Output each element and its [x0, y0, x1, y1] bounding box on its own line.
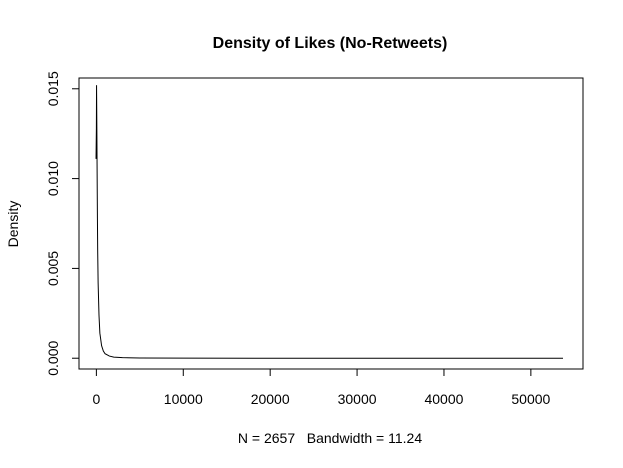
- y-axis-label: Density: [5, 201, 21, 248]
- x-tick-label: 40000: [424, 391, 463, 407]
- chart-title: Density of Likes (No-Retweets): [213, 35, 448, 52]
- y-axis: 0.000 0.005 0.010 0.015: [45, 71, 80, 376]
- density-line: [95, 85, 564, 359]
- y-tick-label: 0.000: [45, 340, 61, 375]
- x-axis: 0 10000 20000 30000 40000 50000: [92, 368, 551, 407]
- y-tick-label: 0.010: [45, 161, 61, 196]
- plot-frame: [78, 77, 584, 370]
- x-tick-label: 20000: [251, 391, 290, 407]
- y-tick-label: 0.015: [45, 71, 61, 106]
- x-tick-label: 0: [92, 391, 100, 407]
- x-tick-label: 10000: [164, 391, 203, 407]
- x-axis-label: N = 2657 Bandwidth = 11.24: [238, 430, 422, 446]
- x-tick-label: 50000: [511, 391, 550, 407]
- x-tick-label: 30000: [338, 391, 377, 407]
- y-tick-label: 0.005: [45, 251, 61, 286]
